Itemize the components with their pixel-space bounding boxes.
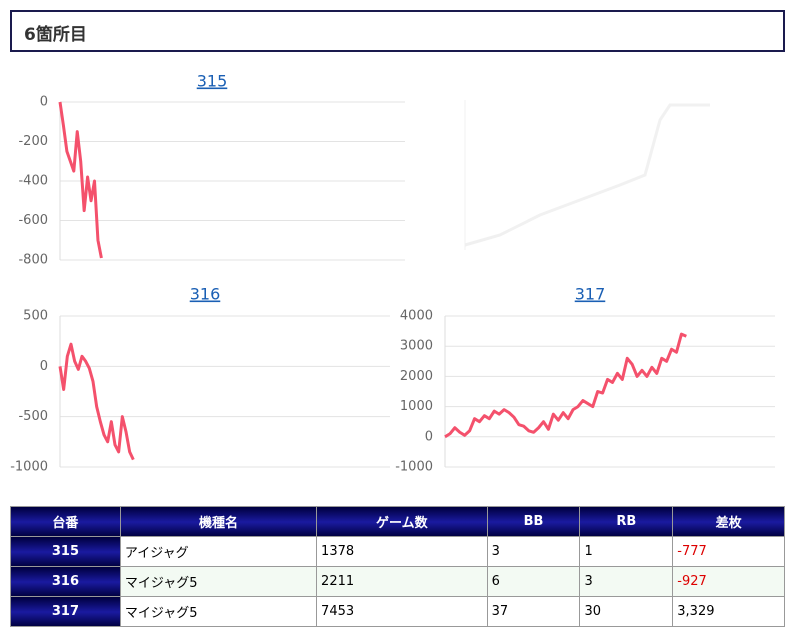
table-cell: 2211 bbox=[316, 566, 488, 597]
table-cell: 7453 bbox=[316, 596, 488, 627]
table-row: 315 アイジャグ 1378 3 1 -777 bbox=[10, 536, 785, 567]
table-cell: -777 bbox=[672, 536, 785, 567]
y-tick-label: 3000 bbox=[400, 339, 433, 354]
column-header: BB bbox=[486, 506, 581, 537]
table-cell: 3 bbox=[486, 536, 581, 567]
chart-title[interactable]: 315 bbox=[197, 72, 228, 91]
y-tick-label: 500 bbox=[23, 309, 48, 324]
y-tick-label: -1000 bbox=[395, 460, 433, 475]
table-cell: -927 bbox=[672, 566, 785, 597]
table-row: 316 マイジャグ5 2211 6 3 -927 bbox=[10, 566, 785, 597]
column-header: RB bbox=[579, 506, 674, 537]
y-tick-label: -200 bbox=[18, 134, 48, 149]
column-header: 差枚 bbox=[672, 506, 785, 537]
table-cell: 37 bbox=[486, 596, 581, 627]
chart-title[interactable]: 316 bbox=[190, 285, 221, 304]
y-tick-label: 2000 bbox=[400, 369, 433, 384]
data-line bbox=[58, 101, 103, 259]
table-cell: 317 bbox=[10, 596, 121, 627]
table-cell: マイジャグ5 bbox=[119, 596, 318, 627]
y-tick-label: 0 bbox=[425, 429, 433, 444]
chart-title[interactable]: 317 bbox=[575, 285, 606, 304]
y-tick-label: 4000 bbox=[400, 309, 433, 324]
y-tick-label: -500 bbox=[18, 409, 48, 424]
table-cell: 3 bbox=[579, 566, 674, 597]
table-cell: 1 bbox=[579, 536, 674, 567]
header-title: 6箇所目 bbox=[24, 25, 87, 45]
table-cell: マイジャグ5 bbox=[119, 566, 318, 597]
header: 6箇所目 bbox=[10, 10, 785, 52]
y-tick-label: -400 bbox=[18, 174, 48, 189]
column-header: 台番 bbox=[10, 506, 121, 537]
y-tick-label: 0 bbox=[40, 359, 48, 374]
column-header: ゲーム数 bbox=[316, 506, 488, 537]
table-cell: 316 bbox=[10, 566, 121, 597]
y-tick-label: 1000 bbox=[400, 399, 433, 414]
table-row: 317 マイジャグ5 7453 37 30 3,329 bbox=[10, 596, 785, 627]
y-tick-label: -1000 bbox=[10, 460, 48, 475]
column-header: 機種名 bbox=[119, 506, 318, 537]
charts: 315 0 -200 -400 -600 -800 316 500 0 -500 -1000 317 4… bbox=[10, 72, 775, 475]
table-cell: アイジャグ bbox=[119, 536, 318, 567]
table-cell: 1378 bbox=[316, 536, 488, 567]
table-cell: 3,329 bbox=[672, 596, 785, 627]
y-tick-label: 0 bbox=[40, 95, 48, 110]
data-table: 台番 機種名 ゲーム数 BB RB 差枚 315 アイジャグ 1378 3 1 -777 316 マイジャ… bbox=[10, 506, 785, 627]
faded-chart bbox=[464, 100, 710, 250]
data-line bbox=[58, 342, 135, 461]
y-tick-label: -600 bbox=[18, 213, 48, 228]
table-cell: 30 bbox=[579, 596, 674, 627]
data-line bbox=[444, 332, 687, 439]
table-cell: 315 bbox=[10, 536, 121, 567]
table-cell: 6 bbox=[486, 566, 581, 597]
y-tick-label: -800 bbox=[18, 253, 48, 268]
